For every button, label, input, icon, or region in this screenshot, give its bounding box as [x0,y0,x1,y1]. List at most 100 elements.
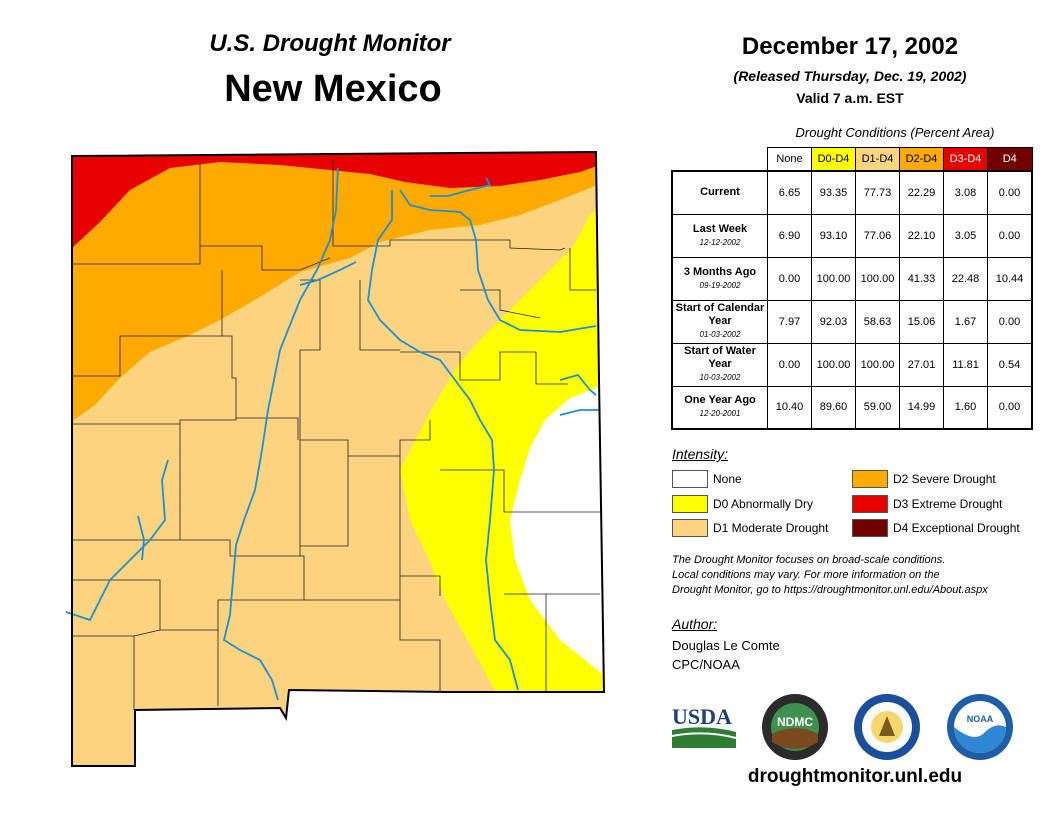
noaa-logo: NOAA [947,694,1013,760]
col-d4: D4 [987,147,1033,172]
commerce-seal-logo [854,694,920,760]
table-cell: 27.01 [899,342,944,387]
san-juan-river [430,177,492,197]
table-cell: 100.00 [855,256,900,301]
table-row: 3 Months Ago 09-19-2002 0.00 100.00 100.0… [671,256,1033,301]
table-cell: 22.29 [899,170,944,215]
legend-label: D1 Moderate Drought [713,521,829,535]
svg-text:NDMC: NDMC [777,715,813,729]
rivers [65,167,600,701]
legend-swatch [672,495,708,513]
table-cell: 0.00 [987,299,1033,344]
legend-item-d0: D0 Abnormally Dry [672,495,813,513]
author-name: Douglas Le Comte [672,638,780,653]
disclaimer-note: The Drought Monitor focuses on broad-sca… [672,554,988,596]
table-cell: 10.40 [767,385,812,430]
col-none: None [767,147,812,172]
table-cell: 3.05 [943,213,988,258]
table-cell: 77.73 [855,170,900,215]
row-label: Start of Water Year 10-03-2002 [671,342,768,387]
table-row: One Year Ago 12-20-2001 10.40 89.60 59.00… [671,385,1033,430]
table-cell: 7.97 [767,299,812,344]
legend-item-d3: D3 Extreme Drought [852,495,1002,513]
row-label: Last Week 12-12-2002 [671,213,768,258]
table-cell: 22.10 [899,213,944,258]
legend-label: D0 Abnormally Dry [713,497,814,511]
valid-time: Valid 7 a.m. EST [796,90,904,106]
state-outline [71,150,606,767]
table-cell: 0.54 [987,342,1033,387]
pecos-river [367,190,519,691]
rio-grande [222,167,339,701]
table-cell: 100.00 [811,256,856,301]
author-org: CPC/NOAA [672,657,740,672]
table-row: Start of Water Year 10-03-2002 0.00 100.0… [671,342,1033,387]
table-cell: 22.48 [943,256,988,301]
drought-conditions-table: None D0-D4 D1-D4 D2-D4 D3-D4 D4 Current … [671,147,1033,430]
table-cell: 0.00 [987,213,1033,258]
table-cell: 93.10 [811,213,856,258]
none-region [510,385,604,680]
legend-swatch [672,519,708,537]
table-cell: 41.33 [899,256,944,301]
e-river [559,373,597,396]
col-d1-d4: D1-D4 [855,147,900,172]
row-label: Start of Calendar Year 01-03-2002 [671,299,768,344]
svg-text:NOAA: NOAA [967,714,994,724]
table-cell: 100.00 [811,342,856,387]
legend-title: Intensity: [672,446,729,462]
row-label: Current [671,170,768,215]
gila-river [65,459,169,622]
legend-item-d2: D2 Severe Drought [852,470,996,488]
d3-region [72,152,604,258]
table-cell: 92.03 [811,299,856,344]
col-d2-d4: D2-D4 [899,147,944,172]
table-cell: 58.63 [855,299,900,344]
table-row: Current 6.65 93.35 77.73 22.29 3.08 0.00 [671,170,1033,215]
table-cell: 0.00 [987,385,1033,430]
table-cell: 15.06 [899,299,944,344]
state-title: New Mexico [224,68,442,110]
canadian-river [399,189,597,333]
table-cell: 0.00 [767,256,812,301]
legend-item-d4: D4 Exceptional Drought [852,519,1020,537]
table-cell: 59.00 [855,385,900,430]
new-mexico-drought-map [65,150,606,767]
table-cell: 6.65 [767,170,812,215]
legend-label: D3 Extreme Drought [893,497,1003,511]
map-date: December 17, 2002 [741,33,959,60]
table-cell: 0.00 [987,170,1033,215]
legend-swatch [852,470,888,488]
website-link[interactable]: droughtmonitor.unl.edu [747,766,963,787]
row-label: 3 Months Ago 09-19-2002 [671,256,768,301]
table-row: Start of Calendar Year 01-03-2002 7.97 92… [671,299,1033,344]
legend-swatch [852,495,888,513]
table-cell: 10.44 [987,256,1033,301]
usda-logo: USDA [671,704,737,748]
table-caption: Drought Conditions (Percent Area) [795,125,995,140]
chama-river [299,261,357,286]
table-cell: 100.00 [855,342,900,387]
table-cell: 93.35 [811,170,856,215]
table-cell: 14.99 [899,385,944,430]
row-label: One Year Ago 12-20-2001 [671,385,768,430]
table-cell: 89.60 [811,385,856,430]
legend-label: None [713,472,742,486]
release-date: (Released Thursday, Dec. 19, 2002) [733,68,967,84]
sw-river [137,515,145,561]
table-cell: 11.81 [943,342,988,387]
map-subtitle: U.S. Drought Monitor [209,30,451,57]
county-lines [72,160,600,710]
table-cell: 3.08 [943,170,988,215]
svg-text:USDA: USDA [672,704,732,729]
legend-item-d1: D1 Moderate Drought [672,519,828,537]
legend-label: D2 Severe Drought [893,472,996,486]
table-cell: 6.90 [767,213,812,258]
table-cell: 77.06 [855,213,900,258]
legend-label: D4 Exceptional Drought [893,521,1020,535]
ndmc-logo: NDMC [762,694,828,760]
col-d0-d4: D0-D4 [811,147,856,172]
table-row: Last Week 12-12-2002 6.90 93.10 77.06 22.… [671,213,1033,258]
table-cell: 1.60 [943,385,988,430]
table-cell: 0.00 [767,342,812,387]
